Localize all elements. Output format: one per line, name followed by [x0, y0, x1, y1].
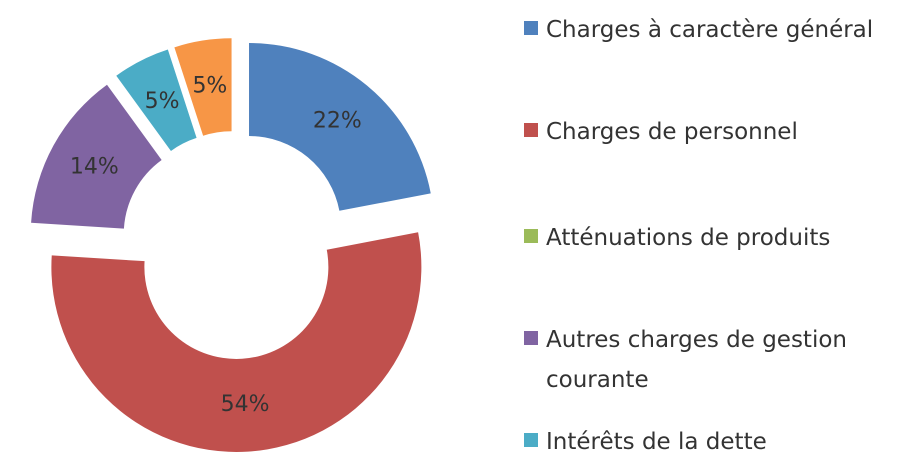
plot: 22% 54% 14% 5% 5% [31, 38, 431, 452]
legend-label: Autres charges de gestion courante [546, 327, 847, 393]
slice [51, 232, 422, 452]
legend-item: Intérêts de la dette [524, 422, 904, 462]
slice [249, 43, 431, 211]
legend-swatch [524, 123, 538, 137]
legend-item: Charges de personnel [524, 112, 904, 152]
legend-label: Charges à caractère général [546, 17, 874, 43]
legend-swatch [524, 331, 538, 345]
legend-item: Atténuations de produits [524, 218, 904, 258]
legend-label: Charges de personnel [546, 119, 798, 145]
data-label: 5% [145, 89, 180, 114]
data-label: 54% [221, 392, 270, 417]
data-label: 14% [70, 155, 119, 180]
legend-item: Charges à caractère général [524, 10, 904, 50]
data-label: 5% [192, 73, 227, 98]
legend-swatch [524, 433, 538, 447]
data-label: 22% [313, 108, 362, 133]
slice [116, 49, 197, 151]
legend-swatch [524, 229, 538, 243]
slice [174, 38, 232, 136]
slice [31, 84, 162, 229]
legend-label: Intérêts de la dette [546, 429, 767, 455]
legend-item: Autres charges de gestion courante [524, 320, 904, 400]
legend-label: Atténuations de produits [546, 225, 831, 251]
legend-swatch [524, 21, 538, 35]
